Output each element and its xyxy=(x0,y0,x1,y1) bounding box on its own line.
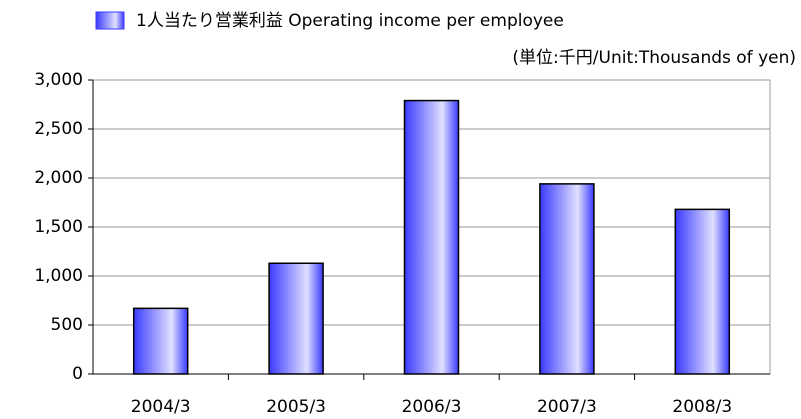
x-tick-label: 2008/3 xyxy=(672,397,732,417)
y-tick-label: 2,000 xyxy=(34,168,83,188)
y-tick-label: 1,500 xyxy=(34,217,83,237)
unit-note: (単位:千円/Unit:Thousands of yen) xyxy=(512,48,796,68)
y-tick-label: 0 xyxy=(72,364,83,384)
legend-swatch xyxy=(95,11,125,30)
y-tick-label: 3,000 xyxy=(34,70,83,90)
y-tick-label: 1,000 xyxy=(34,266,83,286)
x-tick-label: 2004/3 xyxy=(131,397,191,417)
y-tick-label: 2,500 xyxy=(34,119,83,139)
x-tick-label: 2007/3 xyxy=(537,397,597,417)
legend-label: 1人当たり営業利益 Operating income per employee xyxy=(136,11,564,31)
x-tick-label: 2005/3 xyxy=(266,397,326,417)
bar xyxy=(403,99,460,375)
bar xyxy=(268,262,324,375)
bar xyxy=(539,183,595,375)
bar xyxy=(132,307,189,375)
bar xyxy=(674,208,731,375)
y-tick-label: 500 xyxy=(51,315,83,335)
x-tick-label: 2006/3 xyxy=(402,397,462,417)
